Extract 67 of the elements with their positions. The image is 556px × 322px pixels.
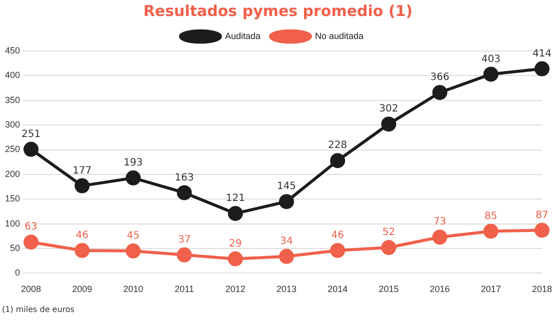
point	[126, 243, 141, 258]
x-tick-label: 2015	[378, 284, 399, 294]
data-label: 46	[76, 230, 88, 242]
point	[483, 66, 498, 82]
x-tick-label: 2014	[328, 284, 348, 294]
data-label: 302	[379, 104, 398, 115]
data-label: 228	[328, 140, 348, 152]
data-label: 29	[229, 238, 242, 250]
point	[483, 224, 498, 239]
point	[74, 242, 90, 258]
data-label: 45	[126, 230, 140, 242]
point	[381, 116, 396, 132]
x-tick-label: 2012	[225, 284, 246, 294]
data-label: 46	[331, 230, 344, 242]
data-label: 63	[24, 222, 38, 233]
y-tick-label: 200	[4, 168, 20, 179]
point	[534, 61, 550, 76]
x-tick-label: 2017	[480, 284, 501, 294]
data-label: 163	[174, 172, 194, 184]
data-label: 34	[280, 236, 293, 248]
y-tick-label: 100	[4, 218, 20, 228]
data-label: 37	[178, 234, 191, 246]
data-label: 193	[124, 157, 143, 168]
data-label: 73	[433, 216, 446, 228]
x-tick-label: 2016	[430, 284, 450, 294]
y-tick-label: 400	[4, 70, 20, 80]
y-tick-label: 300	[4, 120, 20, 130]
data-label: 121	[226, 193, 245, 204]
x-tick-label: 2013	[276, 284, 297, 294]
data-label: 87	[536, 210, 548, 221]
point	[330, 153, 346, 168]
point	[74, 178, 90, 194]
point	[126, 170, 141, 186]
point	[228, 206, 243, 221]
data-label: 414	[532, 48, 552, 60]
text: (1) miles de euros	[2, 305, 74, 314]
point	[381, 240, 396, 256]
point	[176, 247, 192, 262]
y-tick-label: 250	[4, 144, 20, 154]
point	[534, 222, 550, 238]
data-label: 251	[21, 128, 41, 140]
point	[432, 84, 448, 100]
data-label: 403	[481, 54, 500, 65]
x-tick-label: 2008	[21, 284, 42, 294]
point	[228, 251, 243, 266]
point	[432, 230, 448, 245]
data-label: 177	[72, 165, 92, 176]
y-tick-label: 150	[4, 194, 20, 204]
data-label: 145	[276, 181, 296, 192]
point	[176, 185, 192, 200]
chart-title: Resultados pymes promedio (1)	[142, 2, 414, 20]
x-tick-label: 2009	[72, 284, 92, 294]
point	[279, 248, 294, 264]
data-label: 366	[430, 72, 450, 84]
y-tick-label: 450	[4, 45, 20, 56]
y-tick-label: 50	[10, 242, 20, 253]
data-label: 85	[484, 210, 498, 222]
x-tick-label: 2018	[532, 284, 552, 294]
y-tick-label: 350	[4, 94, 20, 105]
point	[330, 242, 346, 258]
x-tick-label: 2010	[123, 284, 144, 294]
data-label: 52	[382, 227, 396, 238]
legend-label: Auditada	[224, 30, 260, 41]
legend-label: No auditada	[314, 30, 364, 41]
x-tick-label: 2011	[174, 284, 194, 294]
y-tick-label: 0	[15, 268, 20, 278]
point	[279, 194, 294, 210]
